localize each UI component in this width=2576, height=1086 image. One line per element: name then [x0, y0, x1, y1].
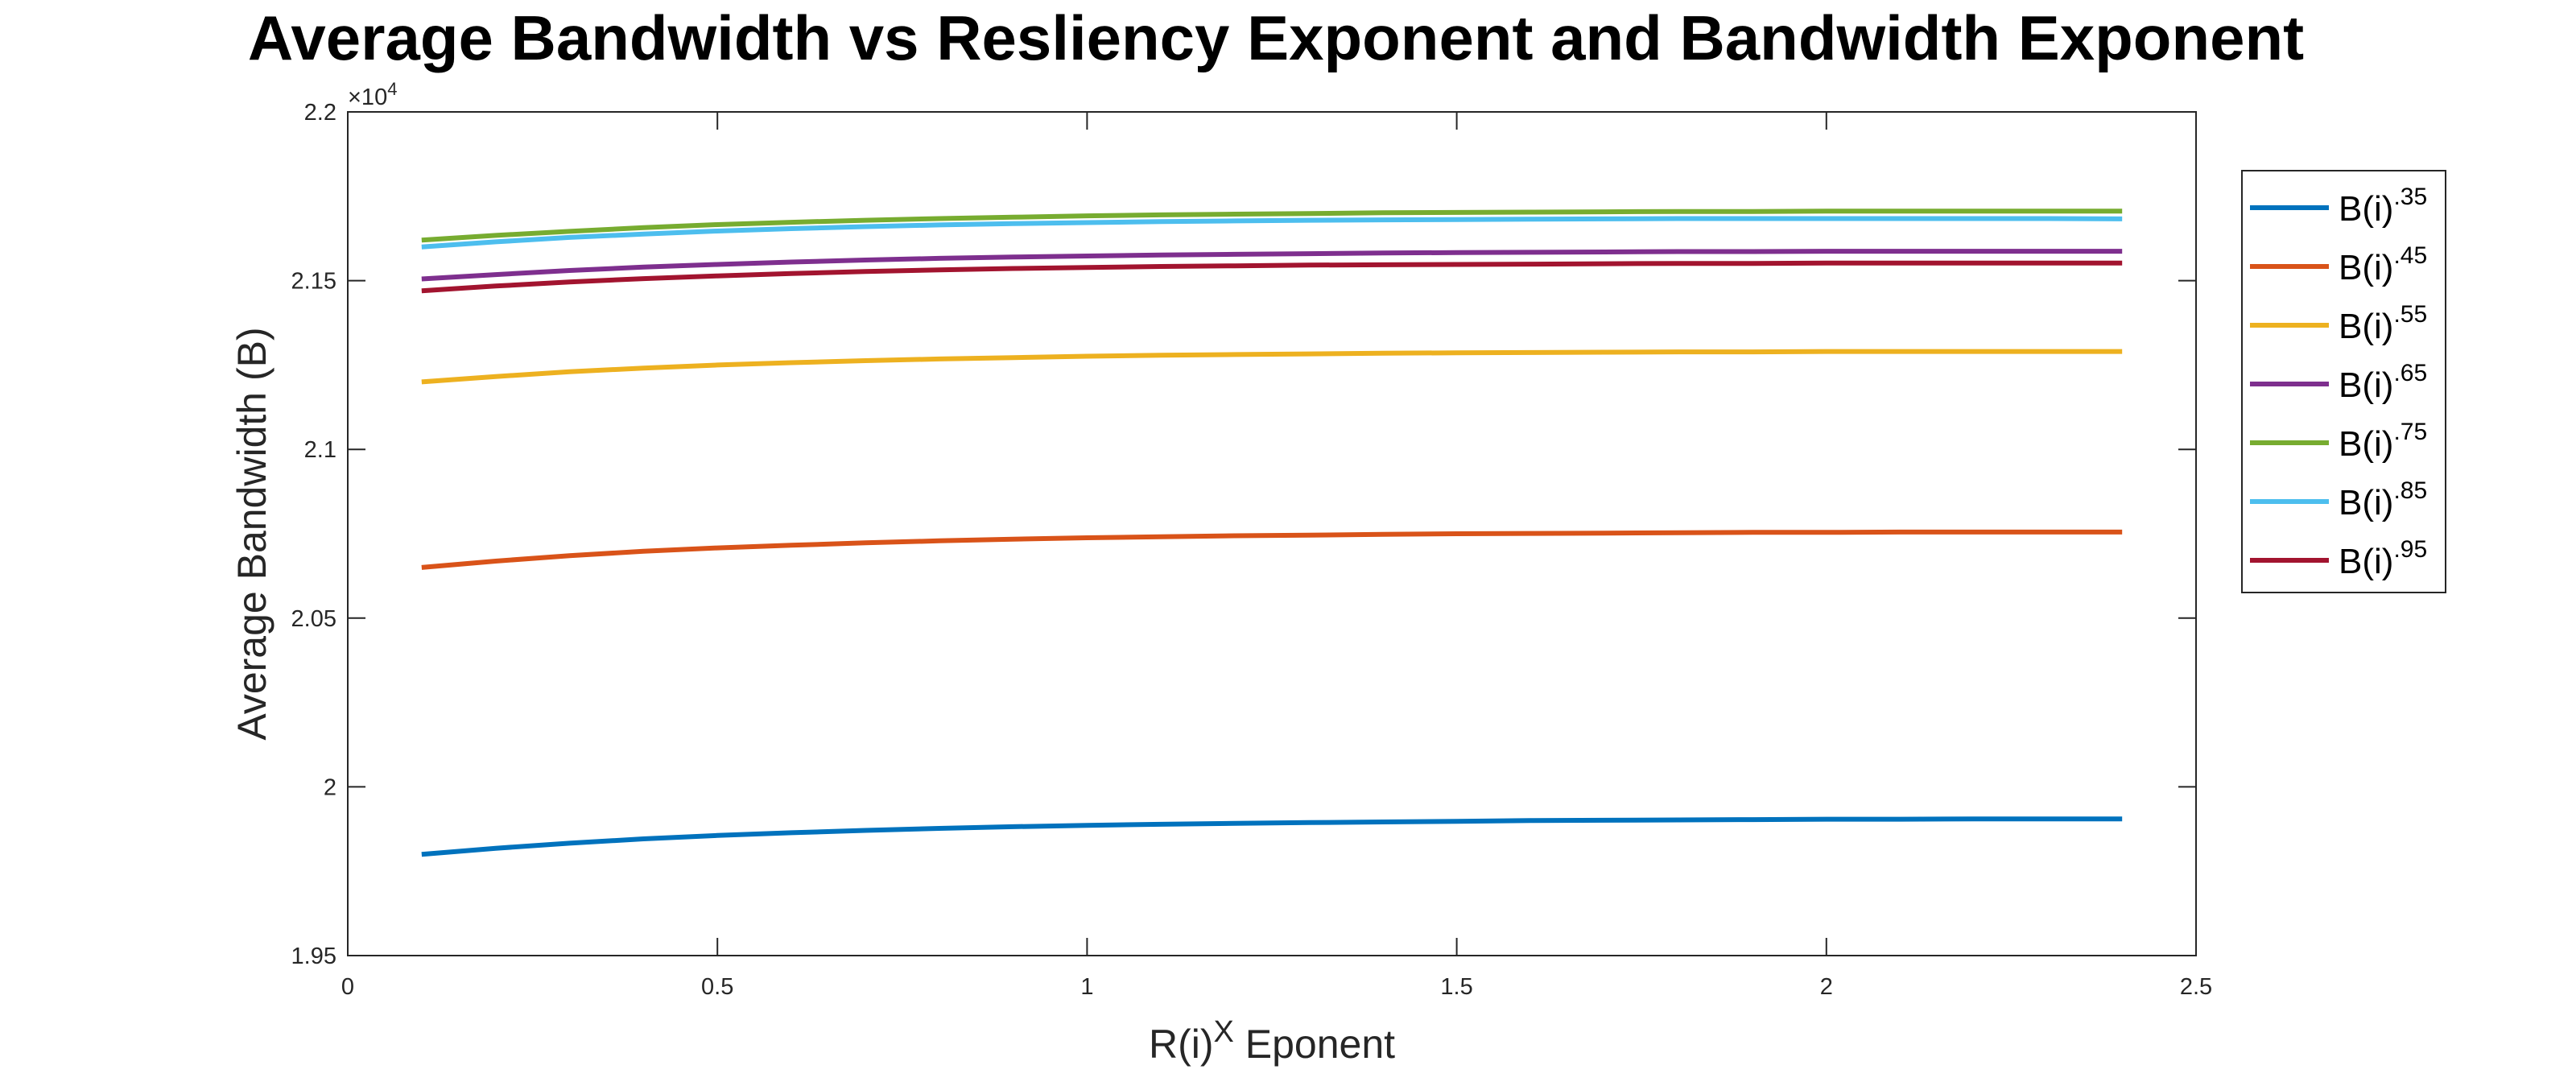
series-line-35 [421, 816, 2123, 857]
x-tick-label: 1.5 [1440, 974, 1472, 1000]
legend-label-exponent: .95 [2393, 536, 2427, 563]
legend-label-95: B(i).95 [2339, 536, 2427, 581]
legend: B(i).35B(i).45B(i).55B(i).65B(i).75B(i).… [2241, 170, 2446, 593]
legend-items: B(i).35B(i).45B(i).55B(i).65B(i).75B(i).… [2250, 184, 2427, 581]
series-line-55 [421, 349, 2123, 385]
series-line-65 [421, 249, 2123, 282]
y-axis-ticks: 1.95 2 2.05 2.1 2.15 2.2 [291, 100, 2196, 969]
legend-label-base: B(i) [2339, 424, 2393, 464]
x-tick-label: 0.5 [701, 974, 733, 1000]
legend-label-base: B(i) [2339, 542, 2393, 581]
legend-label-65: B(i).65 [2339, 360, 2427, 405]
legend-label-base: B(i) [2339, 189, 2393, 229]
legend-label-base: B(i) [2339, 483, 2393, 522]
x-tick-label: 0 [341, 974, 354, 1000]
series-line-75 [421, 209, 2123, 243]
series-line-45 [421, 529, 2123, 570]
x-tick-label: 1 [1080, 974, 1093, 1000]
y-tick-label: 2 [324, 774, 336, 800]
legend-label-exponent: .65 [2393, 360, 2427, 386]
legend-label-55: B(i).55 [2339, 301, 2427, 346]
legend-label-exponent: .35 [2393, 184, 2427, 210]
y-axis-label: Average Bandwidth (B) [229, 327, 275, 740]
legend-label-45: B(i).45 [2339, 242, 2427, 287]
series-line-85 [421, 216, 2123, 250]
x-axis-label-base: R(i) [1149, 1022, 1214, 1067]
x-tick-label: 2.5 [2180, 974, 2212, 1000]
y-tick-label: 1.95 [291, 944, 336, 969]
chart-title: Average Bandwidth vs Resliency Exponent … [248, 2, 2304, 73]
y-tick-label: 2.05 [291, 606, 336, 632]
x-axis-label-superscript: X [1214, 1015, 1234, 1049]
legend-label-35: B(i).35 [2339, 184, 2427, 229]
x-axis-label: R(i)X Eponent [1149, 1015, 1395, 1067]
series-line-95 [421, 260, 2123, 294]
legend-label-75: B(i).75 [2339, 419, 2427, 464]
y-axis-multiplier: ×104 [348, 79, 397, 110]
legend-label-base: B(i) [2339, 365, 2393, 405]
legend-label-exponent: .55 [2393, 301, 2427, 328]
x-axis-ticks: 0 0.5 1 1.5 2 2.5 [341, 112, 2212, 1000]
series-lines [421, 209, 2123, 857]
x-tick-label: 2 [1820, 974, 1833, 1000]
y-axis-multiplier-exponent: 4 [387, 79, 397, 99]
legend-label-exponent: .85 [2393, 477, 2427, 504]
y-axis-multiplier-base: ×10 [348, 85, 387, 110]
y-tick-label: 2.15 [291, 269, 336, 295]
legend-label-85: B(i).85 [2339, 477, 2427, 522]
legend-label-base: B(i) [2339, 248, 2393, 287]
x-axis-label-suffix: Eponent [1234, 1022, 1395, 1067]
y-tick-label: 2.1 [304, 437, 336, 463]
y-tick-label: 2.2 [304, 100, 336, 126]
legend-label-exponent: .75 [2393, 419, 2427, 445]
legend-label-exponent: .45 [2393, 242, 2427, 269]
legend-label-base: B(i) [2339, 307, 2393, 346]
